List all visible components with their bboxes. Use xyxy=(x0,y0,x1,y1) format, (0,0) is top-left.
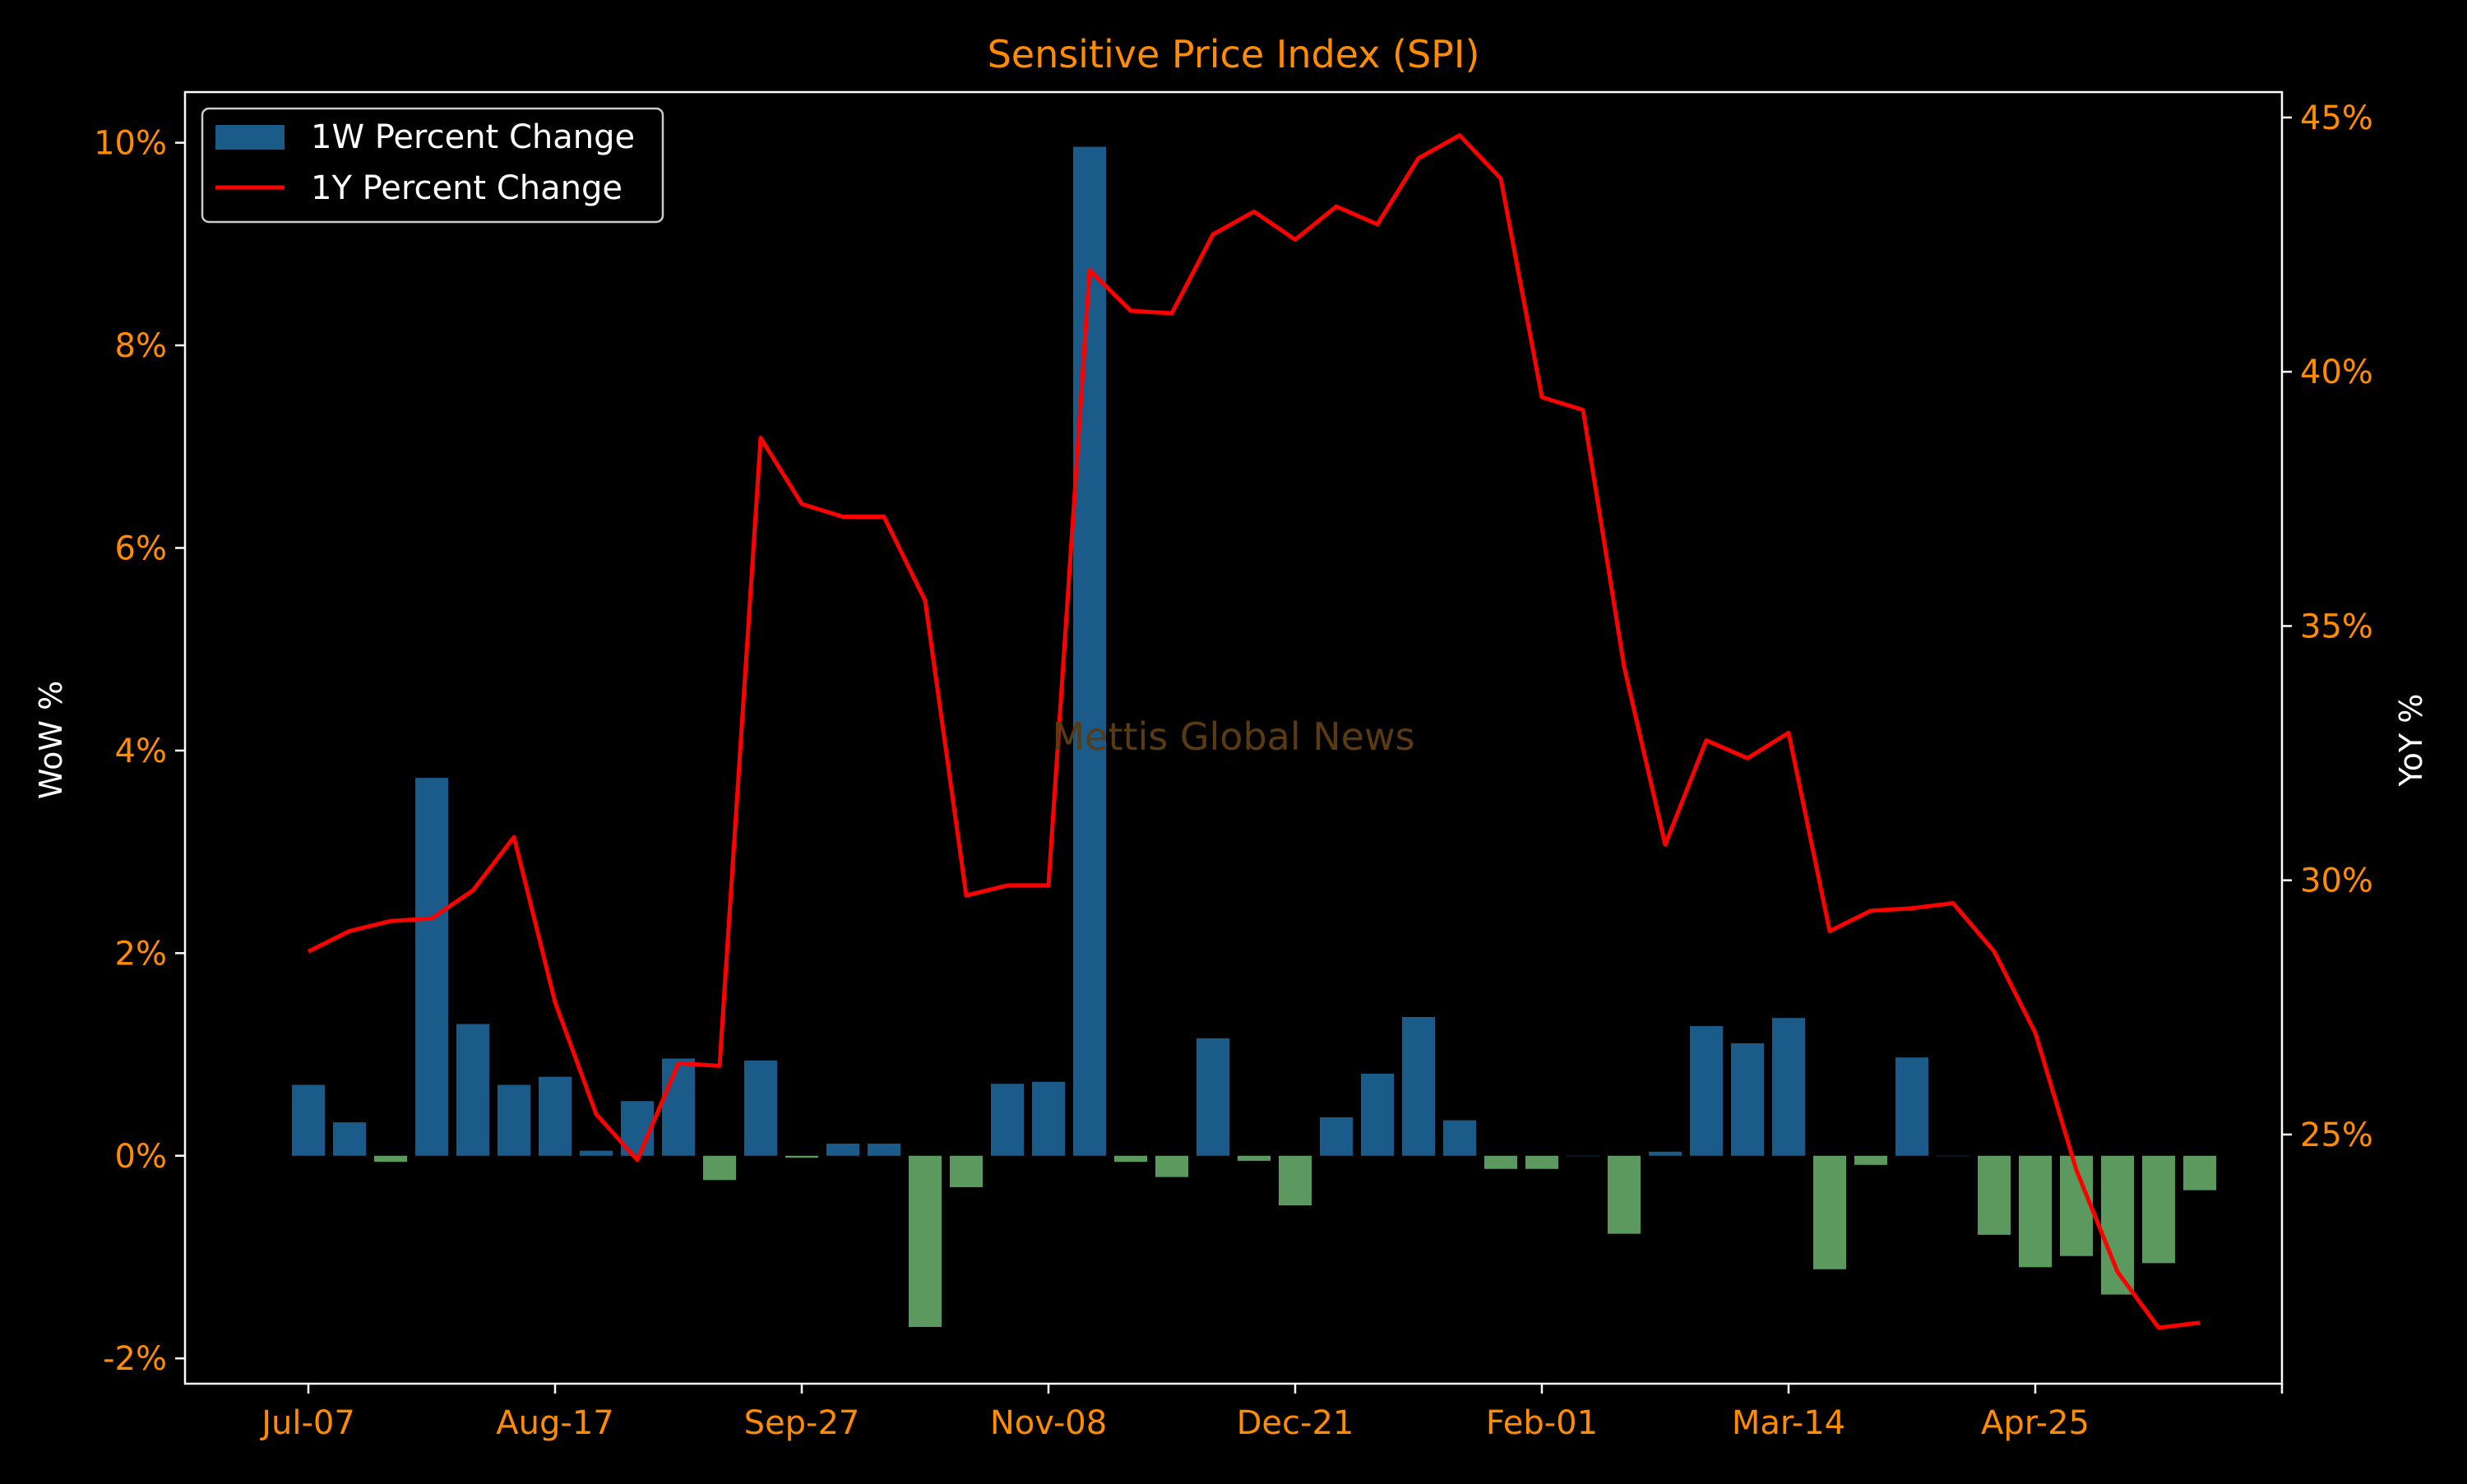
bar-wow-35 xyxy=(1731,1042,1764,1156)
bar-wow-11 xyxy=(744,1060,777,1156)
bar-wow-23 xyxy=(1238,1155,1271,1161)
bar-wow-26 xyxy=(1361,1073,1394,1156)
bar-wow-13 xyxy=(826,1143,859,1156)
bar-wow-14 xyxy=(868,1143,900,1156)
bar-wow-17 xyxy=(991,1084,1024,1156)
y-left-tick-label-0: -2% xyxy=(103,1340,167,1378)
y-right-tick-label-4: 45% xyxy=(2300,99,2373,137)
bar-wow-28 xyxy=(1443,1120,1476,1156)
chart-title: Sensitive Price Index (SPI) xyxy=(988,32,1480,76)
y-axis-right-label: YoY % xyxy=(2393,694,2429,788)
bar-wow-21 xyxy=(1155,1155,1188,1177)
bar-wow-9 xyxy=(662,1058,695,1156)
y-left-tick-label-5: 8% xyxy=(115,327,167,365)
bar-wow-42 xyxy=(2019,1155,2052,1268)
bar-wow-40 xyxy=(1937,1155,1969,1157)
bar-wow-3 xyxy=(415,778,448,1156)
legend-label-1y: 1Y Percent Change xyxy=(311,169,623,207)
y-left-tick-label-3: 4% xyxy=(115,733,167,770)
bar-wow-6 xyxy=(539,1076,572,1156)
bar-wow-16 xyxy=(950,1155,983,1187)
y-left-tick-label-2: 2% xyxy=(115,935,167,973)
x-tick-label-3: Nov-08 xyxy=(990,1404,1107,1442)
bar-wow-25 xyxy=(1320,1116,1353,1156)
bar-wow-22 xyxy=(1196,1038,1229,1156)
bar-wow-5 xyxy=(498,1084,530,1156)
bar-wow-30 xyxy=(1525,1155,1558,1169)
bar-wow-18 xyxy=(1032,1081,1065,1156)
y-axis-left-label: WoW % xyxy=(33,681,69,799)
bar-wow-32 xyxy=(1608,1155,1641,1234)
x-tick-label-5: Feb-01 xyxy=(1486,1404,1598,1442)
x-tick-label-7: Apr-25 xyxy=(1981,1404,2090,1442)
bar-wow-41 xyxy=(1978,1155,2011,1235)
bar-wow-45 xyxy=(2142,1155,2175,1264)
watermark-text: Mettis Global News xyxy=(1052,714,1414,759)
y-right-tick-label-2: 35% xyxy=(2300,608,2373,645)
bar-wow-39 xyxy=(1895,1057,1928,1156)
x-tick-label-1: Aug-17 xyxy=(496,1404,613,1442)
x-tick-label-2: Sep-27 xyxy=(744,1404,860,1442)
line-yoy xyxy=(307,133,2201,1330)
bar-wow-15 xyxy=(909,1155,942,1327)
bar-wow-24 xyxy=(1279,1155,1312,1206)
bar-wow-1 xyxy=(333,1122,366,1156)
x-tick-label-4: Dec-21 xyxy=(1237,1404,1354,1442)
bar-wow-27 xyxy=(1402,1016,1435,1156)
bar-wow-46 xyxy=(2183,1155,2216,1190)
legend-label-1w: 1W Percent Change xyxy=(311,118,635,156)
y-left-tick-label-6: 10% xyxy=(94,125,167,163)
x-tick-label-0: Jul-07 xyxy=(259,1404,355,1442)
bar-wow-36 xyxy=(1772,1018,1805,1156)
bar-wow-7 xyxy=(580,1150,613,1156)
x-tick-label-6: Mar-14 xyxy=(1732,1404,1845,1442)
plot-frame xyxy=(183,90,2284,1385)
y-left-tick-label-1: 0% xyxy=(115,1138,167,1176)
bar-wow-29 xyxy=(1484,1155,1517,1169)
legend-frame xyxy=(201,107,664,224)
bar-wow-34 xyxy=(1690,1026,1723,1156)
bar-wow-12 xyxy=(785,1155,818,1158)
bar-wow-31 xyxy=(1567,1155,1599,1157)
y-right-tick-label-1: 30% xyxy=(2300,862,2373,900)
plot-area: -2% 0% 2% 4% 6% 8% 10% 25% 30% 35% 40% 45% Jul-07 Aug… xyxy=(94,90,2373,1442)
bar-wow-37 xyxy=(1813,1155,1846,1269)
bar-wow-38 xyxy=(1854,1155,1887,1165)
bar-wow-4 xyxy=(456,1024,489,1156)
bar-wow-19 xyxy=(1073,146,1106,1156)
bar-wow-0 xyxy=(292,1084,325,1156)
y-right-tick-label-3: 40% xyxy=(2300,354,2373,391)
y-right-tick-label-0: 25% xyxy=(2300,1116,2373,1154)
legend-bar-swatch xyxy=(215,125,285,150)
y-left-tick-label-4: 6% xyxy=(115,529,167,567)
bar-wow-10 xyxy=(703,1155,736,1181)
bar-wow-20 xyxy=(1114,1155,1147,1163)
legend: 1W Percent Change 1Y Percent Change xyxy=(201,107,664,224)
bar-wow-33 xyxy=(1649,1151,1682,1156)
bar-wow-2 xyxy=(374,1155,407,1163)
